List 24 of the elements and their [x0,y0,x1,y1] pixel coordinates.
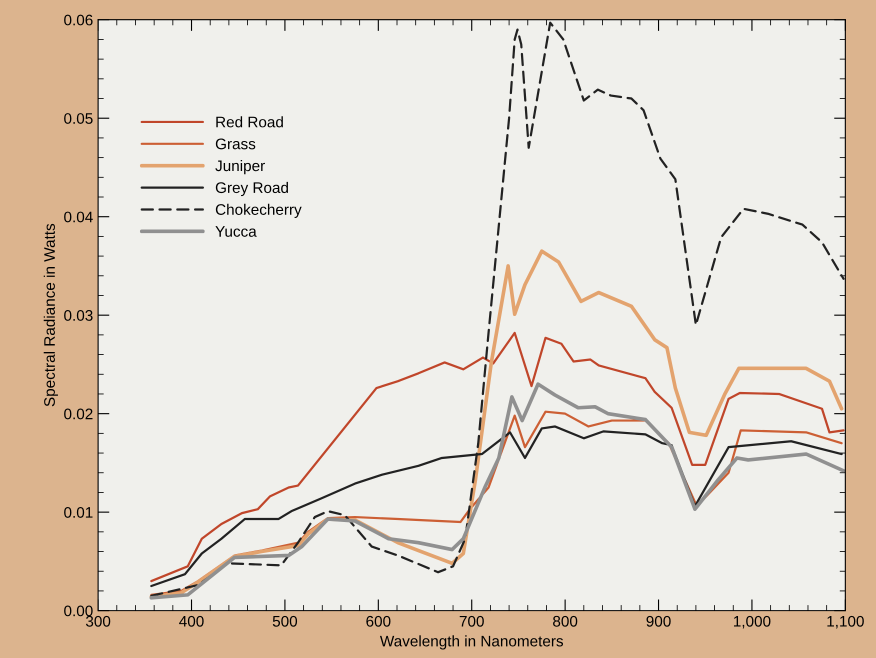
x-tick-label: 400 [179,616,204,627]
y-tick-label: 0.02 [64,408,92,420]
x-axis-title: Wavelength in Nanometers [380,635,564,650]
x-tick-label: 500 [272,616,298,627]
y-tick-label: 0.04 [64,212,93,222]
x-tick-label: 700 [460,616,484,627]
legend-label: Grey Road [216,182,288,196]
x-tick-label: 1,100 [827,616,864,629]
legend-label: Yucca [215,226,257,237]
legend-label: Juniper [215,160,265,174]
y-axis-title: Spectral Radiance in Watts [44,224,58,406]
x-tick-label: 800 [553,616,578,627]
legend-label: Chokecherry [216,204,302,218]
x-tick-label: 900 [646,616,671,627]
x-tick-label: 300 [86,616,110,627]
legend-label: Grass [216,138,256,150]
legend-label: Red Road [216,116,283,128]
y-tick-label: 0.00 [64,605,93,616]
y-tick-label: 0.01 [64,507,93,518]
y-tick-label: 0.05 [64,113,93,124]
x-tick-label: 1,000 [734,616,770,629]
y-tick-label: 0.03 [64,310,93,321]
x-tick-label: 600 [366,616,390,627]
y-tick-label: 0.06 [64,14,93,26]
